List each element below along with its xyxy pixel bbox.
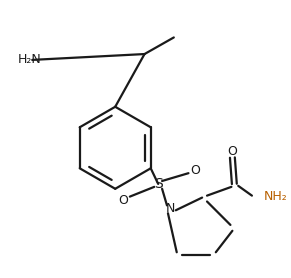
Text: N: N: [166, 202, 175, 215]
Text: H₂N: H₂N: [17, 53, 41, 66]
Text: S: S: [154, 177, 163, 191]
Text: O: O: [190, 164, 200, 177]
Text: O: O: [228, 145, 237, 158]
Text: O: O: [118, 194, 128, 207]
Text: NH₂: NH₂: [264, 190, 288, 203]
